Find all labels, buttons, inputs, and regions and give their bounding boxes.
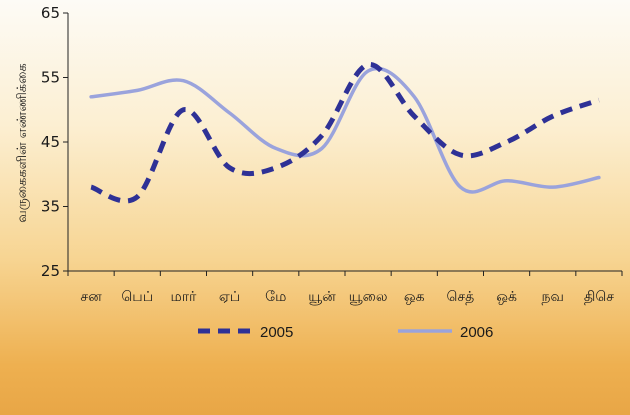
x-tick-label: திசெ — [584, 289, 614, 305]
x-tick-label: நவ — [542, 289, 564, 305]
y-tick-label: 45 — [41, 133, 60, 151]
x-categories: சன பெப் மார் ஏப் மே யூன் யூலை ஒக செத் ஒக் நவ திசெ — [67, 271, 623, 305]
y-tick-label: 35 — [41, 198, 60, 216]
legend-label-2006: 2006 — [460, 324, 493, 341]
y-ticks: 25 35 45 55 65 — [41, 4, 68, 280]
x-tick-label: யூலை — [349, 289, 388, 305]
y-tick-label: 55 — [41, 69, 60, 87]
x-tick-label: ஏப் — [219, 289, 240, 305]
series-line-2006 — [89, 66, 601, 194]
x-tick-label: மே — [265, 289, 286, 305]
x-tick-label: ஒக — [404, 289, 425, 305]
x-tick-label: செத் — [447, 289, 475, 305]
x-tick-label: பெப் — [121, 289, 153, 305]
legend: 2005 2006 — [198, 324, 493, 341]
y-tick-label: 25 — [41, 262, 60, 280]
x-tick-label: சன — [80, 289, 102, 305]
x-tick-label: யூன் — [308, 289, 336, 305]
y-axis-title: வருகைகளின் எண்ணிக்கை — [15, 63, 30, 223]
series-lines — [89, 62, 601, 204]
y-tick-label: 65 — [41, 4, 60, 22]
legend-label-2005: 2005 — [260, 324, 293, 341]
series-line-2005 — [90, 62, 600, 204]
x-tick-label: ஒக் — [496, 289, 517, 305]
x-tick-label: மார் — [170, 289, 197, 305]
axes — [67, 13, 622, 272]
